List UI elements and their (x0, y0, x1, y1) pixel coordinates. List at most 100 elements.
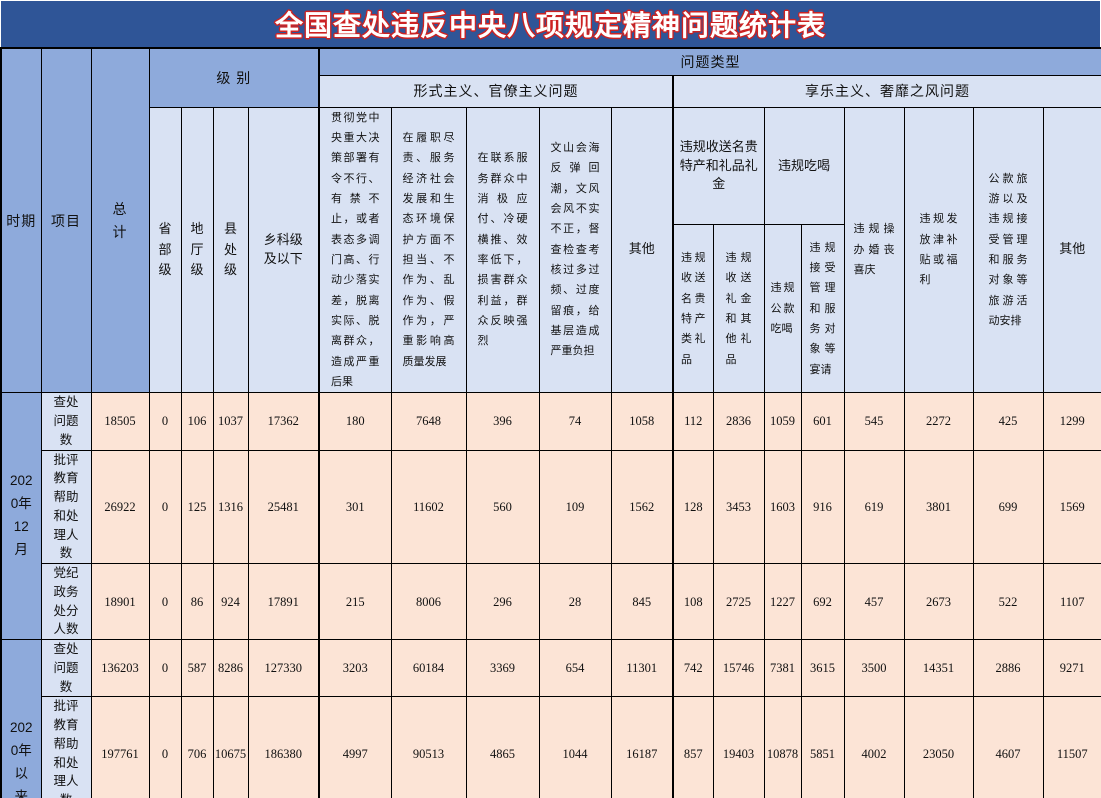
data-cell: 3615 (800, 639, 845, 698)
data-cell: 127330 (247, 639, 320, 698)
col-header-total: 总计 (90, 47, 150, 394)
data-cell: 396 (465, 392, 540, 451)
data-cell: 924 (212, 563, 249, 641)
data-cell: 17891 (247, 563, 320, 641)
data-cell: 1107 (1042, 563, 1101, 641)
row-label: 批评教育帮助和处理人数 (40, 449, 92, 565)
data-cell: 8006 (390, 563, 467, 641)
data-cell: 0 (148, 696, 182, 798)
data-cell: 4865 (465, 696, 540, 798)
col-header-problem-type: 问题类型 (318, 47, 1101, 76)
data-cell: 10675 (212, 696, 249, 798)
data-cell: 0 (148, 392, 182, 451)
data-cell: 545 (843, 392, 905, 451)
data-cell: 11301 (610, 639, 674, 698)
data-cell: 857 (672, 696, 714, 798)
col-header-formalism-4: 文山会海反弹回潮，文风会风不实不正，督查检查考核过多过频、过度留痕，给基层造成严… (538, 106, 612, 394)
data-cell: 2836 (712, 392, 765, 451)
data-cell: 2725 (712, 563, 765, 641)
col-header-gift-group: 违规收送名贵特产和礼品礼金 (672, 106, 765, 226)
data-cell: 1603 (763, 449, 802, 565)
row-label: 党纪政务处分人数 (40, 563, 92, 641)
data-cell: 619 (843, 449, 905, 565)
header-row-2: 形式主义、官僚主义问题 享乐主义、奢靡之风问题 (1, 74, 1101, 108)
data-cell: 5851 (800, 696, 845, 798)
data-cell: 601 (800, 392, 845, 451)
data-cell: 186380 (247, 696, 320, 798)
data-cell: 1227 (763, 563, 802, 641)
data-row: 批评教育帮助和处理人数 26922 0 125 1316 25481 301 1… (1, 449, 1101, 565)
data-cell: 180 (318, 392, 392, 451)
data-row: 2020年12月 查处问题数 18505 0 106 1037 17362 18… (0, 392, 1101, 641)
data-cell: 8286 (212, 639, 249, 698)
data-cell: 2886 (972, 639, 1044, 698)
data-cell: 74 (538, 392, 612, 451)
data-cell: 587 (180, 639, 214, 698)
row-label: 查处问题数 (40, 392, 92, 451)
col-header-hedonism-travel: 公款旅游以及违规接受管理和服务对象等旅游活动安排 (972, 106, 1044, 394)
data-cell: 11602 (390, 449, 467, 565)
data-cell: 3203 (318, 639, 392, 698)
data-cell: 2272 (903, 392, 974, 451)
data-cell-total: 18901 (90, 563, 150, 641)
col-header-level-group: 级 别 (148, 47, 320, 108)
row-label: 查处问题数 (40, 639, 92, 698)
statistics-table: 时期 项目 总计 级 别 问题类型 形式主义、官僚主义问题 享乐主义、奢靡之风问… (0, 47, 1101, 798)
data-cell: 106 (180, 392, 214, 451)
data-cell: 3369 (465, 639, 540, 698)
col-header-dining-group: 违规吃喝 (763, 106, 845, 226)
data-cell: 4002 (843, 696, 905, 798)
period-label: 2020年12月 (0, 392, 42, 641)
data-cell: 1037 (212, 392, 249, 451)
col-header-period: 时期 (0, 47, 42, 394)
data-cell: 457 (843, 563, 905, 641)
data-cell: 1058 (610, 392, 674, 451)
col-header-formalism-2: 在履职尽责、服务经济社会发展和生态环境保护方面不担当、不作为、乱作为、假作为，严… (390, 106, 467, 394)
data-cell: 128 (672, 449, 714, 565)
data-cell: 108 (672, 563, 714, 641)
col-header-level-prefecture: 地厅级 (180, 106, 214, 394)
data-cell: 11507 (1042, 696, 1101, 798)
data-cell: 654 (538, 639, 612, 698)
data-cell: 0 (148, 563, 182, 641)
data-cell: 699 (972, 449, 1044, 565)
data-cell: 425 (972, 392, 1044, 451)
col-header-level-province: 省部级 (148, 106, 182, 394)
col-header-dining-banquet: 违规接受管理和服务对象等宴请 (800, 224, 845, 394)
page-title: 全国查处违反中央八项规定精神问题统计表 (274, 10, 826, 41)
data-cell: 109 (538, 449, 612, 565)
data-cell: 215 (318, 563, 392, 641)
data-cell: 16187 (610, 696, 674, 798)
data-cell: 3801 (903, 449, 974, 565)
data-cell: 0 (148, 639, 182, 698)
title-bar: 全国查处违反中央八项规定精神问题统计表 (1, 1, 1100, 47)
data-cell: 4607 (972, 696, 1044, 798)
data-cell-total: 26922 (90, 449, 150, 565)
data-cell: 845 (610, 563, 674, 641)
data-cell: 112 (672, 392, 714, 451)
data-cell-total: 197761 (90, 696, 150, 798)
data-cell-total: 136203 (90, 639, 150, 698)
data-cell: 742 (672, 639, 714, 698)
header-row-4: 违规收送名贵特产类礼品 违规收送礼金和其他礼品 违规公款吃喝 违规接受管理和服务… (1, 224, 1101, 394)
data-row: 批评教育帮助和处理人数 197761 0 706 10675 186380 49… (1, 696, 1101, 798)
data-cell: 3453 (712, 449, 765, 565)
row-label: 批评教育帮助和处理人数 (40, 696, 92, 798)
data-cell: 7381 (763, 639, 802, 698)
header-row-1: 时期 项目 总计 级 别 问题类型 (0, 47, 1101, 394)
data-cell: 3500 (843, 639, 905, 698)
col-header-formalism-3: 在联系服务群众中消极应付、冷硬横推、效率低下，损害群众利益，群众反映强烈 (465, 106, 540, 394)
data-cell: 1059 (763, 392, 802, 451)
data-cell: 7648 (390, 392, 467, 451)
col-header-gift-money: 违规收送礼金和其他礼品 (712, 224, 765, 394)
data-cell: 9271 (1042, 639, 1101, 698)
col-header-hedonism-other: 其他 (1042, 106, 1101, 394)
data-cell: 560 (465, 449, 540, 565)
data-cell: 706 (180, 696, 214, 798)
data-cell: 25481 (247, 449, 320, 565)
data-cell: 23050 (903, 696, 974, 798)
data-cell: 1316 (212, 449, 249, 565)
col-header-formalism-1: 贯彻党中央重大决策部署有令不行、有禁不止，或者表态多调门高、行动少落实差，脱离实… (318, 106, 392, 394)
data-cell: 0 (148, 449, 182, 565)
